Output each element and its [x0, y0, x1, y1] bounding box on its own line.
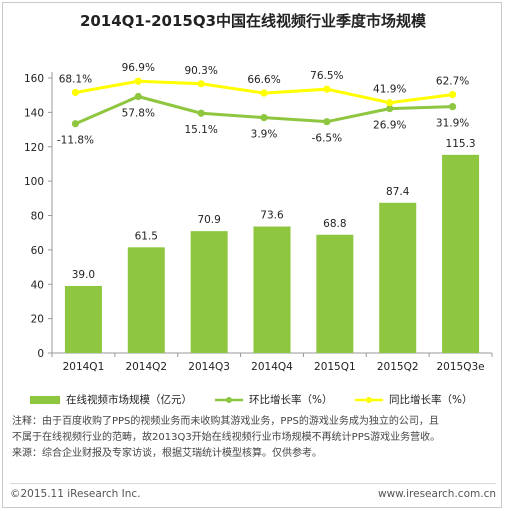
legend-bar-label: 在线视频市场规模（亿元） [66, 394, 192, 406]
legend-bar: 在线视频市场规模（亿元） [30, 392, 192, 407]
source-line: 来源：综合企业财报及专家访谈，根据艾瑞统计模型核算。仅供参考。 [12, 448, 322, 459]
mom-growth-label: 31.9% [436, 118, 469, 130]
y-tick-label: 60 [31, 245, 44, 257]
mom-growth-point [386, 105, 394, 113]
y-tick-label: 20 [31, 314, 44, 326]
y-tick-label: 80 [31, 211, 44, 223]
bar-value-label: 61.5 [135, 230, 158, 242]
legend-yoy-label: 同比增长率（%） [389, 394, 473, 406]
legend-yoy-swatch [355, 397, 383, 403]
mom-growth-point [71, 120, 80, 128]
bar-value-label: 73.6 [260, 210, 284, 222]
bar [127, 247, 165, 353]
bar [253, 226, 291, 353]
mom-growth-label: 3.9% [251, 129, 278, 141]
y-tick-label: 0 [37, 348, 44, 360]
mom-growth-label: 26.9% [373, 120, 406, 132]
yoy-growth-point [197, 80, 205, 88]
yoy-growth-label: 96.9% [122, 62, 155, 74]
x-tick-label: 2015Q1 [314, 361, 356, 373]
y-tick-label: 100 [24, 176, 44, 188]
yoy-growth-label: 68.1% [59, 73, 92, 85]
mom-growth-label: 57.8% [122, 108, 155, 120]
y-tick-label: 40 [31, 279, 44, 291]
x-tick-label: 2015Q2 [377, 361, 419, 373]
mom-growth-label: 15.1% [184, 124, 217, 136]
yoy-growth-point [260, 89, 268, 97]
legend-mom-swatch [215, 397, 243, 403]
copyright-text: ©2015.11 iResearch Inc. [10, 488, 141, 500]
x-tick-label: 2015Q3e [437, 361, 485, 373]
yoy-growth-point [71, 88, 80, 97]
x-tick-label: 2014Q3 [188, 361, 230, 373]
yoy-growth-point [323, 85, 331, 93]
mom-growth-label: -11.8% [57, 135, 94, 147]
chart-svg: 0 20 40 60 80 100 120 140 160 2014Q1 2014Q2 2014Q3 2… [24, 62, 493, 373]
yoy-growth-label: 62.7% [436, 76, 469, 88]
y-tick-label: 140 [24, 107, 44, 119]
note-line-2: 不属于在线视频行业的范畴，故2013Q3开始在线视频行业市场规模不再统计PPS游… [12, 432, 441, 443]
mom-growth-point [197, 109, 205, 117]
x-tick-label: 2014Q1 [63, 361, 105, 373]
note-line-1: 注释：由于百度收购了PPS的视频业务而未收购其游戏业务，PPS的游戏业务成为独立… [12, 416, 439, 427]
bar [64, 285, 102, 353]
mom-growth-point [323, 118, 331, 126]
chart-frame [2, 2, 502, 508]
bar [379, 202, 417, 353]
yoy-growth-point [134, 77, 142, 85]
bar [316, 234, 354, 353]
bar-value-label: 68.8 [323, 218, 346, 230]
yoy-growth-point [448, 90, 457, 99]
bar-value-label: 39.0 [72, 269, 95, 281]
yoy-growth-label: 90.3% [184, 65, 217, 77]
mom-growth-point [260, 114, 268, 122]
footer-divider [10, 483, 496, 484]
yoy-growth-point [386, 99, 394, 107]
bar-value-label: 87.4 [386, 186, 410, 198]
legend-bar-swatch [30, 396, 60, 404]
y-tick-label: 160 [24, 73, 44, 85]
legend-mom: 环比增长率（%） [215, 392, 332, 407]
bar-value-label: 70.9 [197, 214, 220, 226]
mom-growth-label: -6.5% [312, 133, 342, 145]
website-link[interactable]: www.iresearch.com.cn [377, 488, 496, 500]
legend-mom-label: 环比增长率（%） [249, 394, 333, 406]
x-tick-label: 2014Q2 [125, 361, 167, 373]
yoy-growth-label: 41.9% [373, 84, 406, 96]
bar [190, 231, 228, 353]
mom-growth-point [448, 103, 457, 111]
legend-yoy: 同比增长率（%） [355, 392, 472, 407]
bar-value-label: 115.3 [446, 138, 476, 150]
yoy-growth-label: 76.5% [310, 70, 343, 82]
mom-growth-point [134, 92, 142, 101]
chart-title: 2014Q1-2015Q3中国在线视频行业季度市场规模 [79, 12, 427, 30]
x-tick-label: 2014Q4 [251, 361, 293, 373]
y-tick-label: 120 [24, 142, 44, 154]
bar [442, 154, 480, 353]
yoy-growth-label: 66.6% [247, 74, 280, 86]
